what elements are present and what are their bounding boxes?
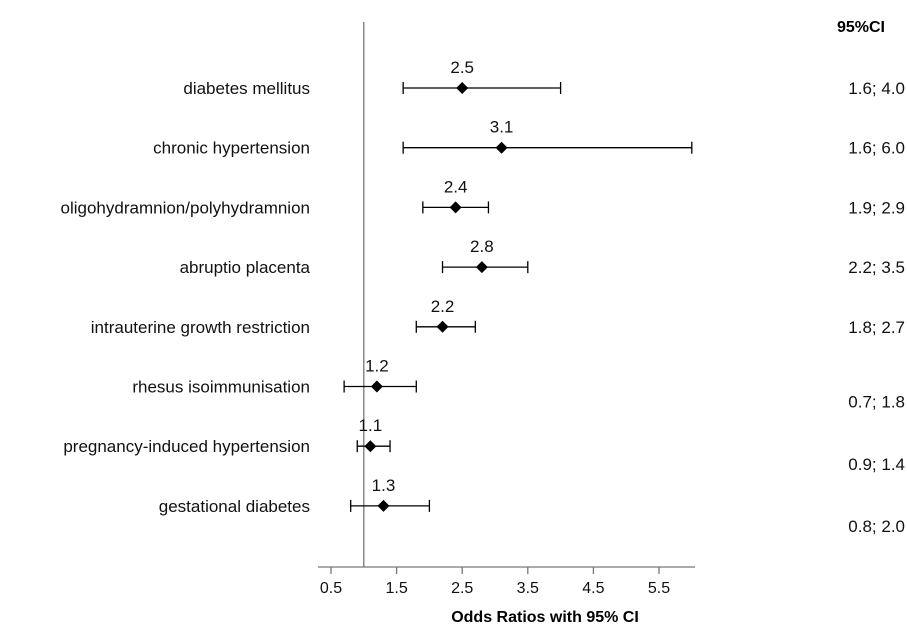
ci-column-header: 95%CI xyxy=(837,19,885,36)
odds-ratio-label: 2.2 xyxy=(431,297,455,316)
x-axis-label: Odds Ratios with 95% CI xyxy=(451,609,639,626)
forest-row: pregnancy-induced hypertension 1.1 0.9; 1.… xyxy=(63,416,905,474)
odds-ratio-label: 1.2 xyxy=(365,357,389,376)
ci-text: 1.8; 2.7 xyxy=(848,318,905,337)
odds-ratio-marker xyxy=(370,380,383,393)
ci-text: 1.6; 4.0 xyxy=(848,79,905,98)
forest-row: abruptio placenta 2.8 2.2; 3.5 xyxy=(180,237,905,277)
x-axis: 0.5 1.5 2.5 3.5 4.5 5.5 xyxy=(318,566,695,597)
row-label: rhesus isoimmunisation xyxy=(132,378,310,397)
odds-ratio-marker xyxy=(495,141,508,154)
odds-ratio-label: 2.4 xyxy=(444,177,468,196)
odds-ratio-label: 1.3 xyxy=(372,476,396,495)
forest-row: chronic hypertension 3.1 1.6; 6.0 xyxy=(153,118,905,158)
x-tick-label: 0.5 xyxy=(320,580,342,597)
odds-ratio-label: 1.1 xyxy=(359,416,383,435)
row-label: diabetes mellitus xyxy=(183,79,310,98)
forest-row: rhesus isoimmunisation 1.2 0.7; 1.8 xyxy=(132,357,905,412)
ci-text: 0.9; 1.4 xyxy=(848,455,905,474)
forest-row: oligohydramnion/polyhydramnion 2.4 1.9; 2.… xyxy=(61,177,905,217)
odds-ratio-label: 2.8 xyxy=(470,237,494,256)
x-tick-label: 1.5 xyxy=(385,580,407,597)
x-tick-label: 4.5 xyxy=(582,580,604,597)
x-tick-label: 2.5 xyxy=(451,580,473,597)
odds-ratio-marker xyxy=(449,201,462,214)
row-label: gestational diabetes xyxy=(159,497,310,516)
odds-ratio-marker xyxy=(456,82,469,94)
odds-ratio-marker xyxy=(377,499,390,512)
ci-text: 0.8; 2.0 xyxy=(848,517,905,536)
forest-row: gestational diabetes 1.3 0.8; 2.0 xyxy=(159,476,905,536)
x-tick-label: 3.5 xyxy=(517,580,539,597)
ci-text: 2.2; 3.5 xyxy=(848,258,905,277)
odds-ratio-label: 3.1 xyxy=(490,118,514,137)
row-label: intrauterine growth restriction xyxy=(91,318,310,337)
ci-text: 0.7; 1.8 xyxy=(848,393,905,412)
ci-text: 1.6; 6.0 xyxy=(848,139,905,158)
x-tick-label: 5.5 xyxy=(648,580,670,597)
odds-ratio-marker xyxy=(364,440,377,453)
ci-text: 1.9; 2.9 xyxy=(848,198,905,217)
row-label: pregnancy-induced hypertension xyxy=(63,437,310,456)
forest-row: intrauterine growth restriction 2.2 1.8; 2… xyxy=(91,297,905,337)
row-label: oligohydramnion/polyhydramnion xyxy=(61,198,310,217)
forest-row: diabetes mellitus 2.5 1.6; 4.0 xyxy=(183,58,905,98)
plot-rows: diabetes mellitus 2.5 1.6; 4.0 chronic hype… xyxy=(61,22,905,567)
odds-ratio-marker xyxy=(436,320,449,333)
row-label: abruptio placenta xyxy=(180,258,311,277)
odds-ratio-marker xyxy=(475,261,488,274)
odds-ratio-label: 2.5 xyxy=(450,58,474,77)
row-label: chronic hypertension xyxy=(153,139,310,158)
